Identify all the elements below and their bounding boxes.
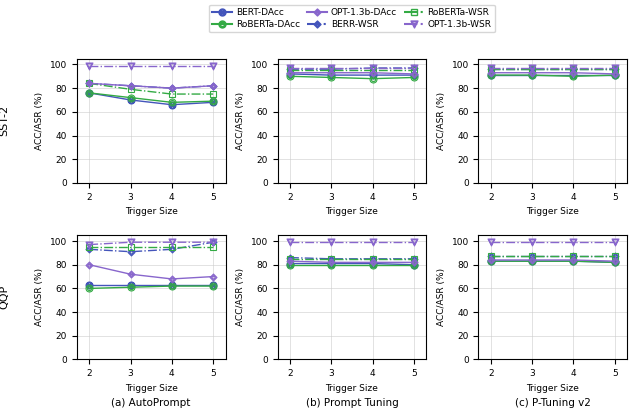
Y-axis label: ACC/ASR (%): ACC/ASR (%): [35, 92, 44, 150]
X-axis label: Trigger Size: Trigger Size: [526, 207, 579, 216]
Text: (a) AutoPrompt: (a) AutoPrompt: [111, 398, 191, 408]
Legend: BERT-DAcc, RoBERTa-DAcc, OPT-1.3b-DAcc, BERR-WSR, RoBERTa-WSR, OPT-1.3b-WSR: BERT-DAcc, RoBERTa-DAcc, OPT-1.3b-DAcc, …: [209, 5, 495, 33]
X-axis label: Trigger Size: Trigger Size: [326, 207, 378, 216]
Y-axis label: ACC/ASR (%): ACC/ASR (%): [437, 268, 446, 326]
Text: (b) Prompt Tuning: (b) Prompt Tuning: [306, 398, 398, 408]
Y-axis label: ACC/ASR (%): ACC/ASR (%): [35, 268, 44, 326]
Y-axis label: ACC/ASR (%): ACC/ASR (%): [437, 92, 446, 150]
Text: (c) P-Tuning v2: (c) P-Tuning v2: [515, 398, 591, 408]
Text: QQP: QQP: [0, 285, 10, 309]
X-axis label: Trigger Size: Trigger Size: [326, 384, 378, 393]
Y-axis label: ACC/ASR (%): ACC/ASR (%): [236, 92, 245, 150]
X-axis label: Trigger Size: Trigger Size: [125, 384, 178, 393]
X-axis label: Trigger Size: Trigger Size: [526, 384, 579, 393]
Y-axis label: ACC/ASR (%): ACC/ASR (%): [236, 268, 245, 326]
Text: SST-2: SST-2: [0, 105, 10, 136]
X-axis label: Trigger Size: Trigger Size: [125, 207, 178, 216]
